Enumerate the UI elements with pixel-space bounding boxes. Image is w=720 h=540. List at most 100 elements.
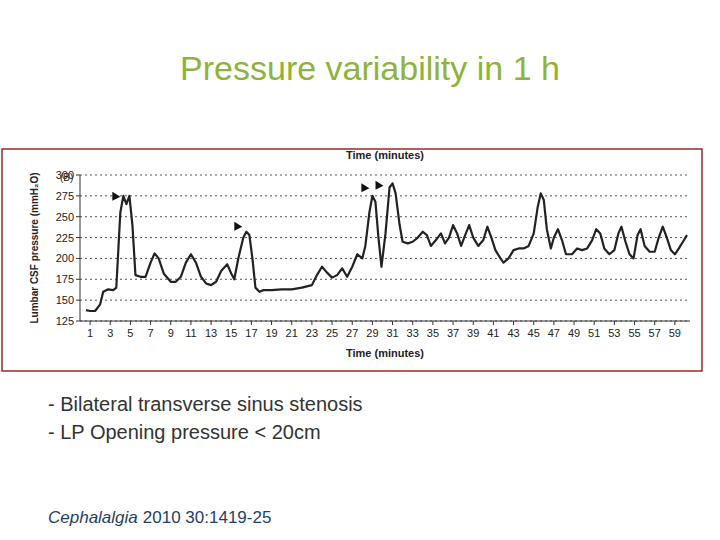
- x-tick: [674, 321, 675, 325]
- x-tick: [614, 321, 615, 325]
- x-tick: [574, 321, 575, 325]
- x-tick-label: 25: [326, 327, 338, 339]
- x-tick: [392, 321, 393, 325]
- x-tick: [473, 321, 474, 325]
- x-tick-label: 37: [447, 327, 459, 339]
- x-tick: [594, 321, 595, 325]
- x-tick: [170, 321, 171, 325]
- x-tick-label: 35: [427, 327, 439, 339]
- x-tick: [150, 321, 151, 325]
- x-tick: [311, 321, 312, 325]
- y-tick: [76, 258, 80, 259]
- x-tick: [90, 321, 91, 325]
- y-tick-label: 275: [56, 190, 74, 202]
- grid-line: [80, 258, 690, 259]
- x-tick-label: 9: [168, 327, 174, 339]
- x-tick: [493, 321, 494, 325]
- x-tick: [190, 321, 191, 325]
- citation-journal: Cephalalgia: [48, 508, 138, 527]
- y-tick-label: 175: [56, 273, 74, 285]
- x-tick-label: 29: [366, 327, 378, 339]
- grid-line: [80, 321, 690, 322]
- x-tick-label: 53: [608, 327, 620, 339]
- bullet: - LP Opening pressure < 20cm: [48, 421, 321, 443]
- x-tick-label: 23: [306, 327, 318, 339]
- x-tick-label: 41: [487, 327, 499, 339]
- x-tick: [110, 321, 111, 325]
- x-tick-label: 21: [286, 327, 298, 339]
- panel-label: (B): [60, 172, 73, 183]
- y-tick-label: 125: [56, 315, 74, 327]
- x-axis-label: Time (minutes): [346, 347, 424, 359]
- x-axis-label-top: Time (minutes): [346, 149, 424, 161]
- x-tick-label: 49: [568, 327, 580, 339]
- citation: Cephalalgia 2010 30:1419-25: [48, 508, 271, 527]
- y-tick-label: 250: [56, 211, 74, 223]
- x-tick: [533, 321, 534, 325]
- y-tick-label: 150: [56, 294, 74, 306]
- pressure-line: [86, 183, 687, 311]
- x-tick: [634, 321, 635, 325]
- x-tick-label: 45: [528, 327, 540, 339]
- x-tick-label: 31: [386, 327, 398, 339]
- slide: Pressure variability in 1 h1251501752002…: [0, 0, 720, 540]
- x-tick-label: 47: [548, 327, 560, 339]
- x-tick-label: 57: [649, 327, 661, 339]
- y-axis: [80, 175, 81, 321]
- grid-line: [80, 216, 690, 217]
- x-tick: [231, 321, 232, 325]
- slide-title: Pressure variability in 1 h: [180, 49, 560, 87]
- y-tick: [76, 195, 80, 196]
- x-tick: [372, 321, 373, 325]
- x-tick-label: 33: [407, 327, 419, 339]
- plateau-arrow: [112, 192, 120, 201]
- bullet: - Bilateral transverse sinus stenosis: [48, 393, 363, 415]
- x-tick-label: 43: [507, 327, 519, 339]
- y-tick: [76, 300, 80, 301]
- x-tick-label: 27: [346, 327, 358, 339]
- y-tick: [76, 321, 80, 322]
- x-tick: [211, 321, 212, 325]
- grid-line: [80, 195, 690, 196]
- plateau-arrow: [361, 183, 369, 192]
- x-tick-label: 3: [107, 327, 113, 339]
- plateau-arrow: [234, 222, 242, 231]
- figure-frame: [2, 149, 702, 371]
- plot-area: [86, 181, 687, 311]
- x-tick: [130, 321, 131, 325]
- x-tick: [513, 321, 514, 325]
- x-tick: [432, 321, 433, 325]
- x-tick-label: 15: [225, 327, 237, 339]
- x-tick: [412, 321, 413, 325]
- x-tick-label: 51: [588, 327, 600, 339]
- x-tick: [291, 321, 292, 325]
- y-tick: [76, 175, 80, 176]
- x-tick-label: 19: [265, 327, 277, 339]
- x-tick: [332, 321, 333, 325]
- background: [0, 0, 720, 540]
- x-tick-label: 55: [628, 327, 640, 339]
- citation-details: 2010 30:1419-25: [143, 508, 272, 527]
- x-tick-label: 13: [205, 327, 217, 339]
- x-tick-label: 5: [127, 327, 133, 339]
- grid-line: [80, 300, 690, 301]
- x-tick-label: 1: [87, 327, 93, 339]
- y-tick: [76, 237, 80, 238]
- x-tick: [251, 321, 252, 325]
- grid-line: [80, 279, 690, 280]
- y-tick: [76, 279, 80, 280]
- x-tick: [453, 321, 454, 325]
- x-tick-label: 17: [245, 327, 257, 339]
- x-tick: [654, 321, 655, 325]
- x-tick: [352, 321, 353, 325]
- x-tick-label: 59: [669, 327, 681, 339]
- y-axis-label: Lumbar CSF pressure (mmH₂O): [29, 172, 40, 323]
- x-axis: [80, 321, 690, 322]
- plateau-arrow: [375, 181, 383, 190]
- y-tick: [76, 216, 80, 217]
- grid-line: [80, 175, 690, 176]
- x-tick-label: 39: [467, 327, 479, 339]
- x-tick-label: 7: [148, 327, 154, 339]
- y-tick-label: 225: [56, 232, 74, 244]
- y-tick-label: 200: [56, 252, 74, 264]
